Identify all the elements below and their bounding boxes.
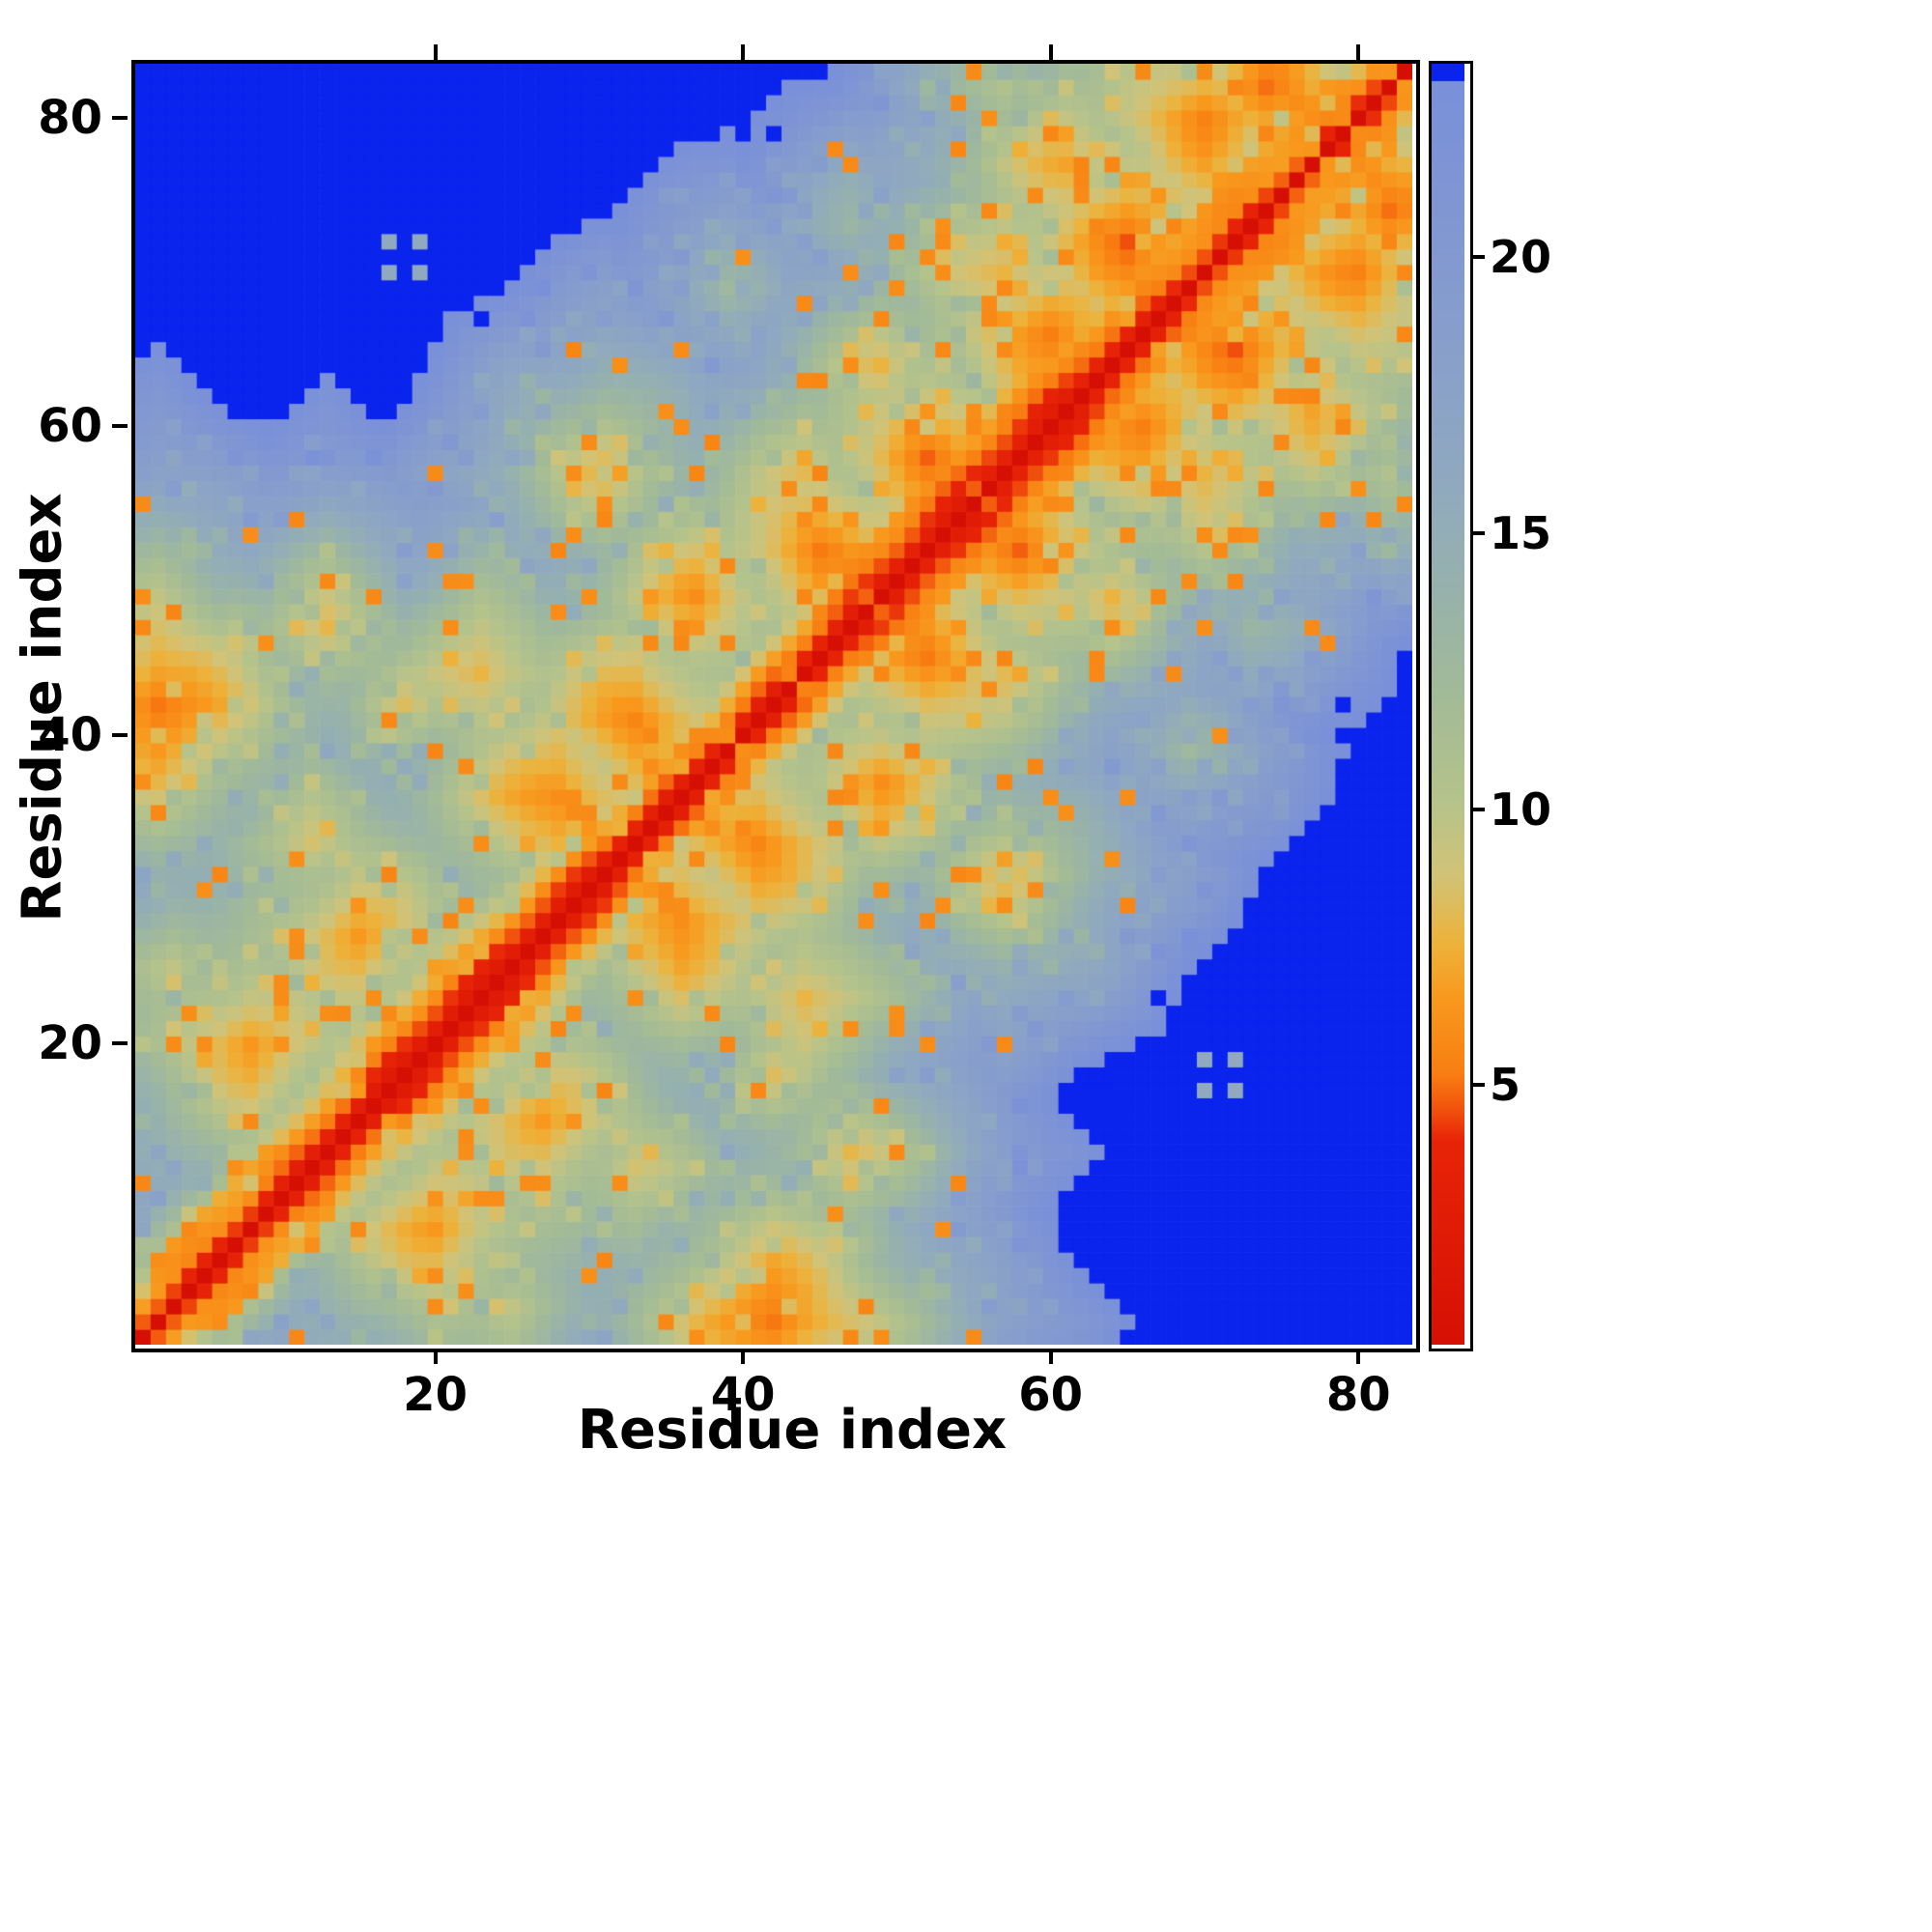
heatmap-canvas [135,64,1412,1345]
tick-mark [1473,807,1485,811]
x-axis-tick-label: 40 [710,1368,776,1422]
x-axis-tick-label: 20 [403,1368,468,1422]
tick-mark [741,44,746,60]
colorbar-tick-label: 15 [1490,506,1552,559]
y-axis-tick-label: 80 [38,90,102,145]
tick-mark [1356,44,1361,60]
tick-mark [112,424,128,429]
tick-mark [433,44,438,60]
x-axis-tick-label: 60 [1018,1368,1084,1422]
colorbar-tick-label: 20 [1490,231,1552,284]
y-axis-tick-label: 40 [38,707,102,762]
x-axis-tick-label: 80 [1325,1368,1391,1422]
x-axis-label: Residue index [577,1399,1008,1462]
colorbar-tick-label: 5 [1490,1059,1521,1112]
colorbar-canvas [1432,64,1464,1345]
tick-mark [1048,1349,1053,1364]
tick-mark [112,1041,128,1046]
tick-mark [1473,1083,1485,1088]
tick-mark [1048,44,1053,60]
tick-mark [1356,1349,1361,1364]
tick-mark [1473,255,1485,260]
tick-mark [112,115,128,120]
tick-mark [433,1349,438,1364]
tick-mark [741,1349,746,1364]
y-axis-tick-label: 20 [38,1016,102,1071]
colorbar-tick-label: 10 [1490,782,1552,836]
y-axis-tick-label: 60 [38,399,102,454]
tick-mark [112,732,128,737]
y-axis-label: Residue index [11,493,74,923]
tick-mark [1473,530,1485,535]
